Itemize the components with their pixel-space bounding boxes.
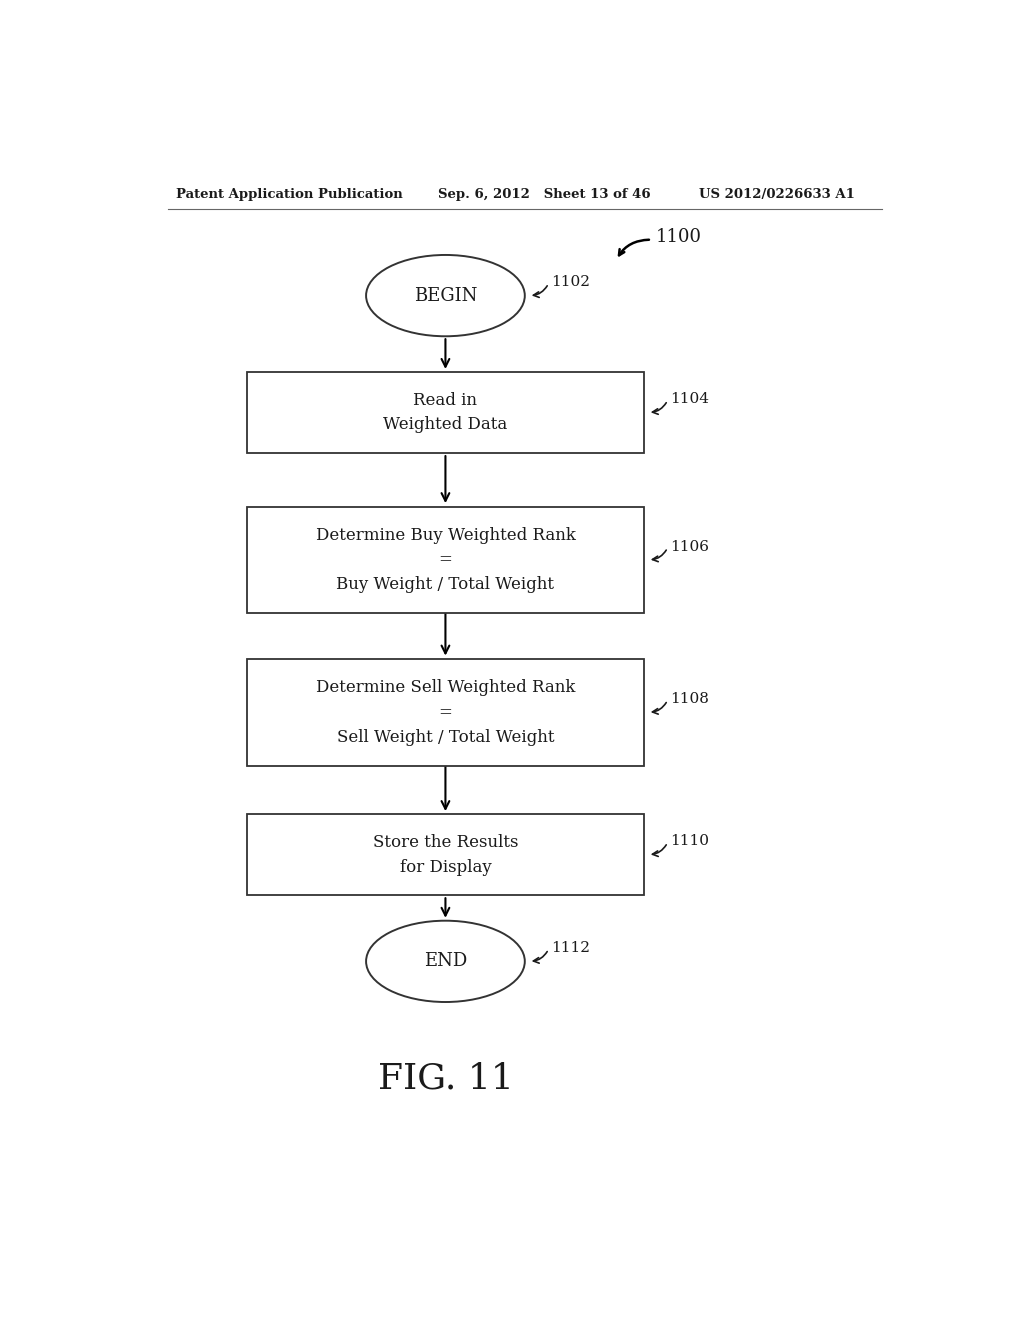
Text: 1104: 1104 — [670, 392, 709, 407]
Text: Store the Results
for Display: Store the Results for Display — [373, 834, 518, 875]
FancyBboxPatch shape — [247, 659, 644, 766]
Text: 1108: 1108 — [670, 692, 709, 706]
Text: END: END — [424, 952, 467, 970]
Ellipse shape — [367, 255, 525, 337]
Text: BEGIN: BEGIN — [414, 286, 477, 305]
Ellipse shape — [367, 921, 525, 1002]
Text: Read in
Weighted Data: Read in Weighted Data — [383, 392, 508, 433]
Text: Determine Sell Weighted Rank
=
Sell Weight / Total Weight: Determine Sell Weighted Rank = Sell Weig… — [315, 678, 575, 746]
Text: Sep. 6, 2012   Sheet 13 of 46: Sep. 6, 2012 Sheet 13 of 46 — [437, 189, 650, 202]
Text: 1110: 1110 — [670, 834, 709, 849]
Text: 1112: 1112 — [551, 941, 590, 956]
Text: 1100: 1100 — [655, 227, 701, 246]
Text: FIG. 11: FIG. 11 — [378, 1061, 513, 1096]
Text: Determine Buy Weighted Rank
=
Buy Weight / Total Weight: Determine Buy Weighted Rank = Buy Weight… — [315, 527, 575, 593]
FancyBboxPatch shape — [247, 507, 644, 614]
Text: Patent Application Publication: Patent Application Publication — [176, 189, 402, 202]
Text: 1102: 1102 — [551, 276, 590, 289]
Text: US 2012/0226633 A1: US 2012/0226633 A1 — [699, 189, 855, 202]
FancyBboxPatch shape — [247, 814, 644, 895]
Text: 1106: 1106 — [670, 540, 709, 553]
FancyBboxPatch shape — [247, 372, 644, 453]
